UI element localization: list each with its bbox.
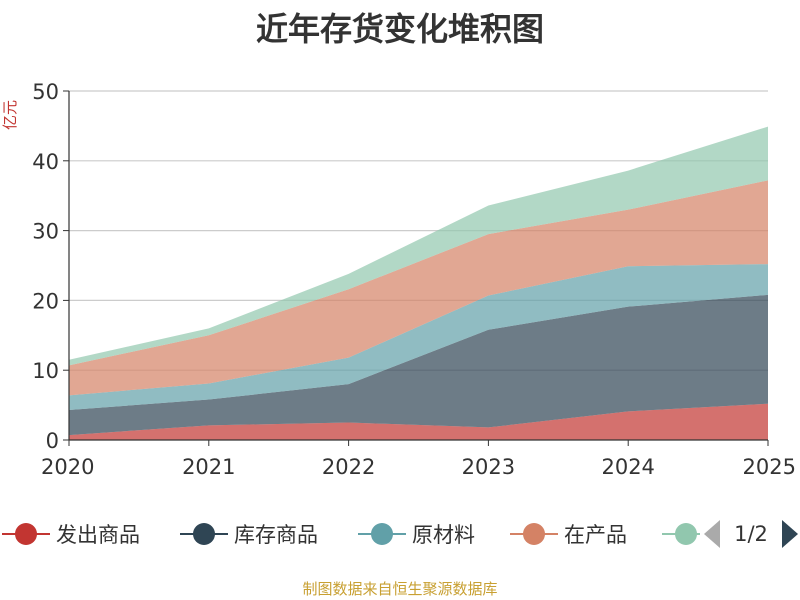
y-tick-label: 40: [32, 150, 59, 174]
area-series-3: [69, 264, 768, 410]
legend-marker-icon: [510, 523, 558, 545]
legend-marker-icon: [358, 523, 406, 545]
area-series-2: [69, 294, 768, 436]
y-tick-label: 20: [32, 289, 59, 313]
data-source-note: 制图数据来自恒生聚源数据库: [302, 580, 498, 598]
legend-label: 在产品: [564, 523, 627, 547]
pager-page-indicator: 1/2: [734, 522, 768, 546]
legend-label: 库存商品: [234, 523, 318, 547]
y-tick-label: 0: [46, 429, 59, 453]
legend-item[interactable]: 在产品: [508, 516, 627, 552]
y-tick-label: 30: [32, 220, 59, 244]
pager-next-icon[interactable]: [782, 520, 798, 548]
x-tick-label: 2024: [601, 455, 654, 479]
area-series-5: [69, 126, 768, 366]
legend-marker-icon: [180, 523, 228, 545]
chart-title: 近年存货变化堆积图: [255, 10, 544, 48]
legend-item[interactable]: 库存商品: [178, 516, 318, 552]
legend-item[interactable]: 原材料: [356, 516, 475, 552]
x-tick-label: 2021: [182, 455, 235, 479]
legend-marker-icon: [2, 523, 50, 545]
legend-label: 发出商品: [56, 523, 140, 547]
legend-item[interactable]: 发出商品: [0, 516, 140, 552]
area-series-1: [69, 403, 768, 440]
axes: 0 10 20 30 40 50 2020 2021 2022 2023 2024 2025: [32, 80, 796, 479]
x-tick-label: 2025: [743, 455, 796, 479]
y-axis-label: 亿元: [1, 100, 19, 130]
x-tick-label: 2022: [322, 455, 375, 479]
area-series: [69, 126, 768, 440]
legend-label: 原材料: [412, 523, 475, 547]
y-tick-label: 50: [32, 80, 59, 104]
x-tick-label: 2020: [41, 455, 94, 479]
x-tick-label: 2023: [462, 455, 515, 479]
legend-pager: 1/2: [700, 516, 800, 552]
y-tick-label: 10: [32, 359, 59, 383]
pager-prev-icon[interactable]: [704, 520, 720, 548]
area-series-4: [69, 180, 768, 396]
legend: 发出商品 库存商品 原材料 在产品: [0, 516, 800, 552]
